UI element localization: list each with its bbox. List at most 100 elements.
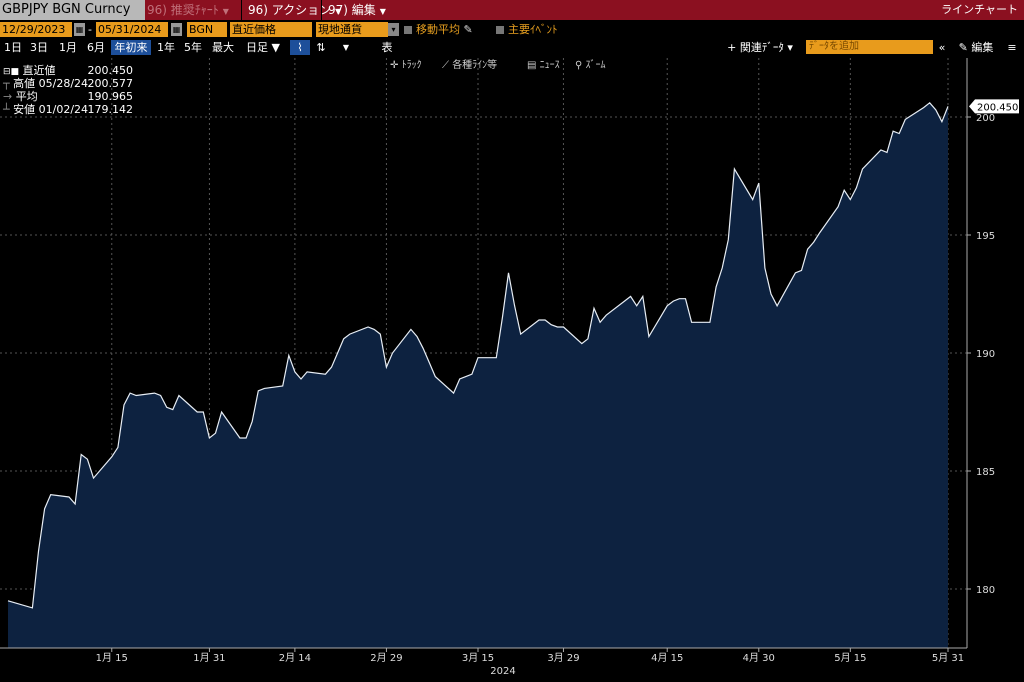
magnifier-icon: ⚲ xyxy=(575,60,583,71)
dropdown-icon[interactable]: ▾ xyxy=(388,23,399,36)
legend-high[interactable]: ┬ 高値 05/28/24 200.577 xyxy=(3,77,133,90)
y-tick-label: 180 xyxy=(976,585,995,596)
legend-last-value: 200.450 xyxy=(87,64,134,77)
x-tick-label: 5月 15 xyxy=(834,652,866,664)
key-events-toggle[interactable]: 主要ｲﾍﾞﾝﾄ xyxy=(496,22,558,37)
y-tick-label: 195 xyxy=(976,231,995,242)
pencil-icon: ✎ xyxy=(958,41,968,54)
pencil-icon: ✎ xyxy=(463,23,473,36)
price-type-field[interactable]: 直近価格 xyxy=(230,22,312,37)
news-label: ﾆｭｰｽ xyxy=(539,60,560,71)
source-field[interactable]: BGN xyxy=(187,22,227,37)
edit-menu-label: 97) 編集 xyxy=(328,3,376,17)
price-area xyxy=(8,102,948,649)
actions-label: 96) アクション xyxy=(248,3,332,17)
recommended-chart-label: 96) 推奨ﾁｬｰﾄ xyxy=(147,3,219,17)
currency-field[interactable]: 現地通貨 xyxy=(316,22,388,37)
line-chart-icon[interactable]: ⌇ xyxy=(290,40,310,55)
period-6m[interactable]: 6月 xyxy=(87,41,105,54)
divider xyxy=(321,0,322,20)
legend-avg-value: 190.965 xyxy=(87,90,134,103)
news-icon: ▤ xyxy=(527,60,537,71)
period-ytd[interactable]: 年初来 xyxy=(111,40,151,55)
legend-low-date: 01/02/24 xyxy=(38,103,89,116)
legend-avg-label: 平均 xyxy=(15,90,38,103)
edit-button[interactable]: ✎ 編集 xyxy=(954,40,998,55)
y-tick-label: 185 xyxy=(976,467,995,478)
chevron-down-icon: ▼ xyxy=(335,7,342,16)
y-tick-label: 200 xyxy=(976,113,995,124)
period-max[interactable]: 最大 xyxy=(212,41,234,54)
x-tick-label: 2月 14 xyxy=(279,652,311,664)
average-marker-icon: → xyxy=(3,90,13,103)
legend-last[interactable]: ⊟■ 直近値 200.450 xyxy=(3,64,133,77)
recommended-chart-menu[interactable]: 96) 推奨ﾁｬｰﾄ ▼ xyxy=(147,0,229,20)
chevron-down-icon: ▼ xyxy=(222,7,229,16)
legend-avg[interactable]: → 平均 190.965 xyxy=(3,90,133,103)
chevron-down-icon: ▼ xyxy=(379,7,386,16)
legend: ⊟■ 直近値 200.450 ┬ 高値 05/28/24 200.577 → 平均 1… xyxy=(3,64,133,116)
lines-tool[interactable]: ⟋ 各種ﾗｲﾝ等 xyxy=(442,59,497,73)
legend-low-label: 安値 xyxy=(13,103,36,116)
track-label: ﾄﾗｯｸ xyxy=(401,60,422,71)
last-value-badge xyxy=(969,99,1019,114)
collapse-icon[interactable]: « xyxy=(938,41,946,54)
legend-low[interactable]: ┴ 安値 01/02/24 179.142 xyxy=(3,103,133,116)
legend-last-label: 直近値 xyxy=(22,64,56,77)
period-row: 1日 3日 1月 6月 年初来 1年 5年 最大 日足 ▼ ⌇ ⇅ ▼ 表 + … xyxy=(0,40,1024,56)
key-events-label: 主要ｲﾍﾞﾝﾄ xyxy=(508,23,558,36)
crosshair-icon: ✛ xyxy=(390,60,399,71)
chart-type-label[interactable]: ラインチャート xyxy=(941,3,1018,16)
legend-high-label: 高値 xyxy=(13,77,36,90)
chevron-down-icon[interactable]: ▼ xyxy=(342,43,350,52)
moving-average-toggle[interactable]: 移動平均 ✎ xyxy=(404,22,473,37)
y-tick-label: 190 xyxy=(976,349,995,360)
end-date-field[interactable]: 05/31/2024 xyxy=(96,22,168,37)
frequency-select[interactable]: 日足 ▼ xyxy=(246,41,280,54)
x-tick-label: 4月 30 xyxy=(743,652,775,664)
lines-label: 各種ﾗｲﾝ等 xyxy=(452,60,498,71)
x-tick-label: 4月 15 xyxy=(651,652,683,664)
last-value-label: 200.450 xyxy=(977,102,1018,113)
news-tool[interactable]: ▤ ﾆｭｰｽ xyxy=(527,59,560,73)
period-1m[interactable]: 1月 xyxy=(59,41,77,54)
moving-average-label: 移動平均 xyxy=(416,23,460,36)
high-marker-icon: ┬ xyxy=(3,77,10,90)
actions-menu[interactable]: 96) アクション ▼ xyxy=(248,0,341,20)
menu-icon[interactable]: ≡ xyxy=(1007,41,1017,54)
start-date-field[interactable]: 12/29/2023 xyxy=(0,22,72,37)
related-data-button[interactable]: + 関連ﾃﾞｰﾀ ▾ xyxy=(727,41,793,54)
period-3d[interactable]: 3日 xyxy=(30,41,48,54)
x-tick-label: 3月 29 xyxy=(547,652,579,664)
edit-menu[interactable]: 97) 編集 ▼ xyxy=(328,0,386,20)
legend-high-date: 05/28/24 xyxy=(38,77,89,90)
title-bar: GBPJPY BGN Curncy 96) 推奨ﾁｬｰﾄ ▼ 96) アクション ▼… xyxy=(0,0,1024,20)
calendar-icon[interactable]: ▦ xyxy=(74,23,85,36)
divider xyxy=(241,0,242,20)
period-1y[interactable]: 1年 xyxy=(157,41,175,54)
low-marker-icon: ┴ xyxy=(3,103,10,116)
zoom-tool[interactable]: ⚲ ｽﾞｰﾑ xyxy=(575,59,606,73)
date-separator: - xyxy=(88,23,92,36)
checkbox-icon xyxy=(404,26,412,34)
x-tick-label: 1月 15 xyxy=(96,652,128,664)
zoom-label: ｽﾞｰﾑ xyxy=(585,60,606,71)
track-tool[interactable]: ✛ ﾄﾗｯｸ xyxy=(390,59,422,73)
add-data-input[interactable]: ﾃﾞｰﾀを追加 xyxy=(806,40,933,54)
settings-row: 12/29/2023 ▦ - 05/31/2024 ▦ BGN 直近価格 現地通… xyxy=(0,22,1024,39)
x-tick-label: 5月 31 xyxy=(932,652,964,664)
x-year-label: 2024 xyxy=(490,666,515,677)
draw-line-icon: ⟋ xyxy=(442,60,449,71)
ticker-field[interactable]: GBPJPY BGN Curncy xyxy=(0,0,145,20)
period-5y[interactable]: 5年 xyxy=(184,41,202,54)
legend-square-icon: ⊟■ xyxy=(3,67,20,77)
compare-icon[interactable]: ⇅ xyxy=(316,41,326,54)
x-tick-label: 2月 29 xyxy=(370,652,402,664)
table-button[interactable]: 表 xyxy=(381,41,393,54)
calendar-icon[interactable]: ▦ xyxy=(171,23,182,36)
x-tick-label: 3月 15 xyxy=(462,652,494,664)
checkbox-icon xyxy=(496,26,504,34)
edit-label: 編集 xyxy=(971,41,994,54)
period-1d[interactable]: 1日 xyxy=(4,41,22,54)
